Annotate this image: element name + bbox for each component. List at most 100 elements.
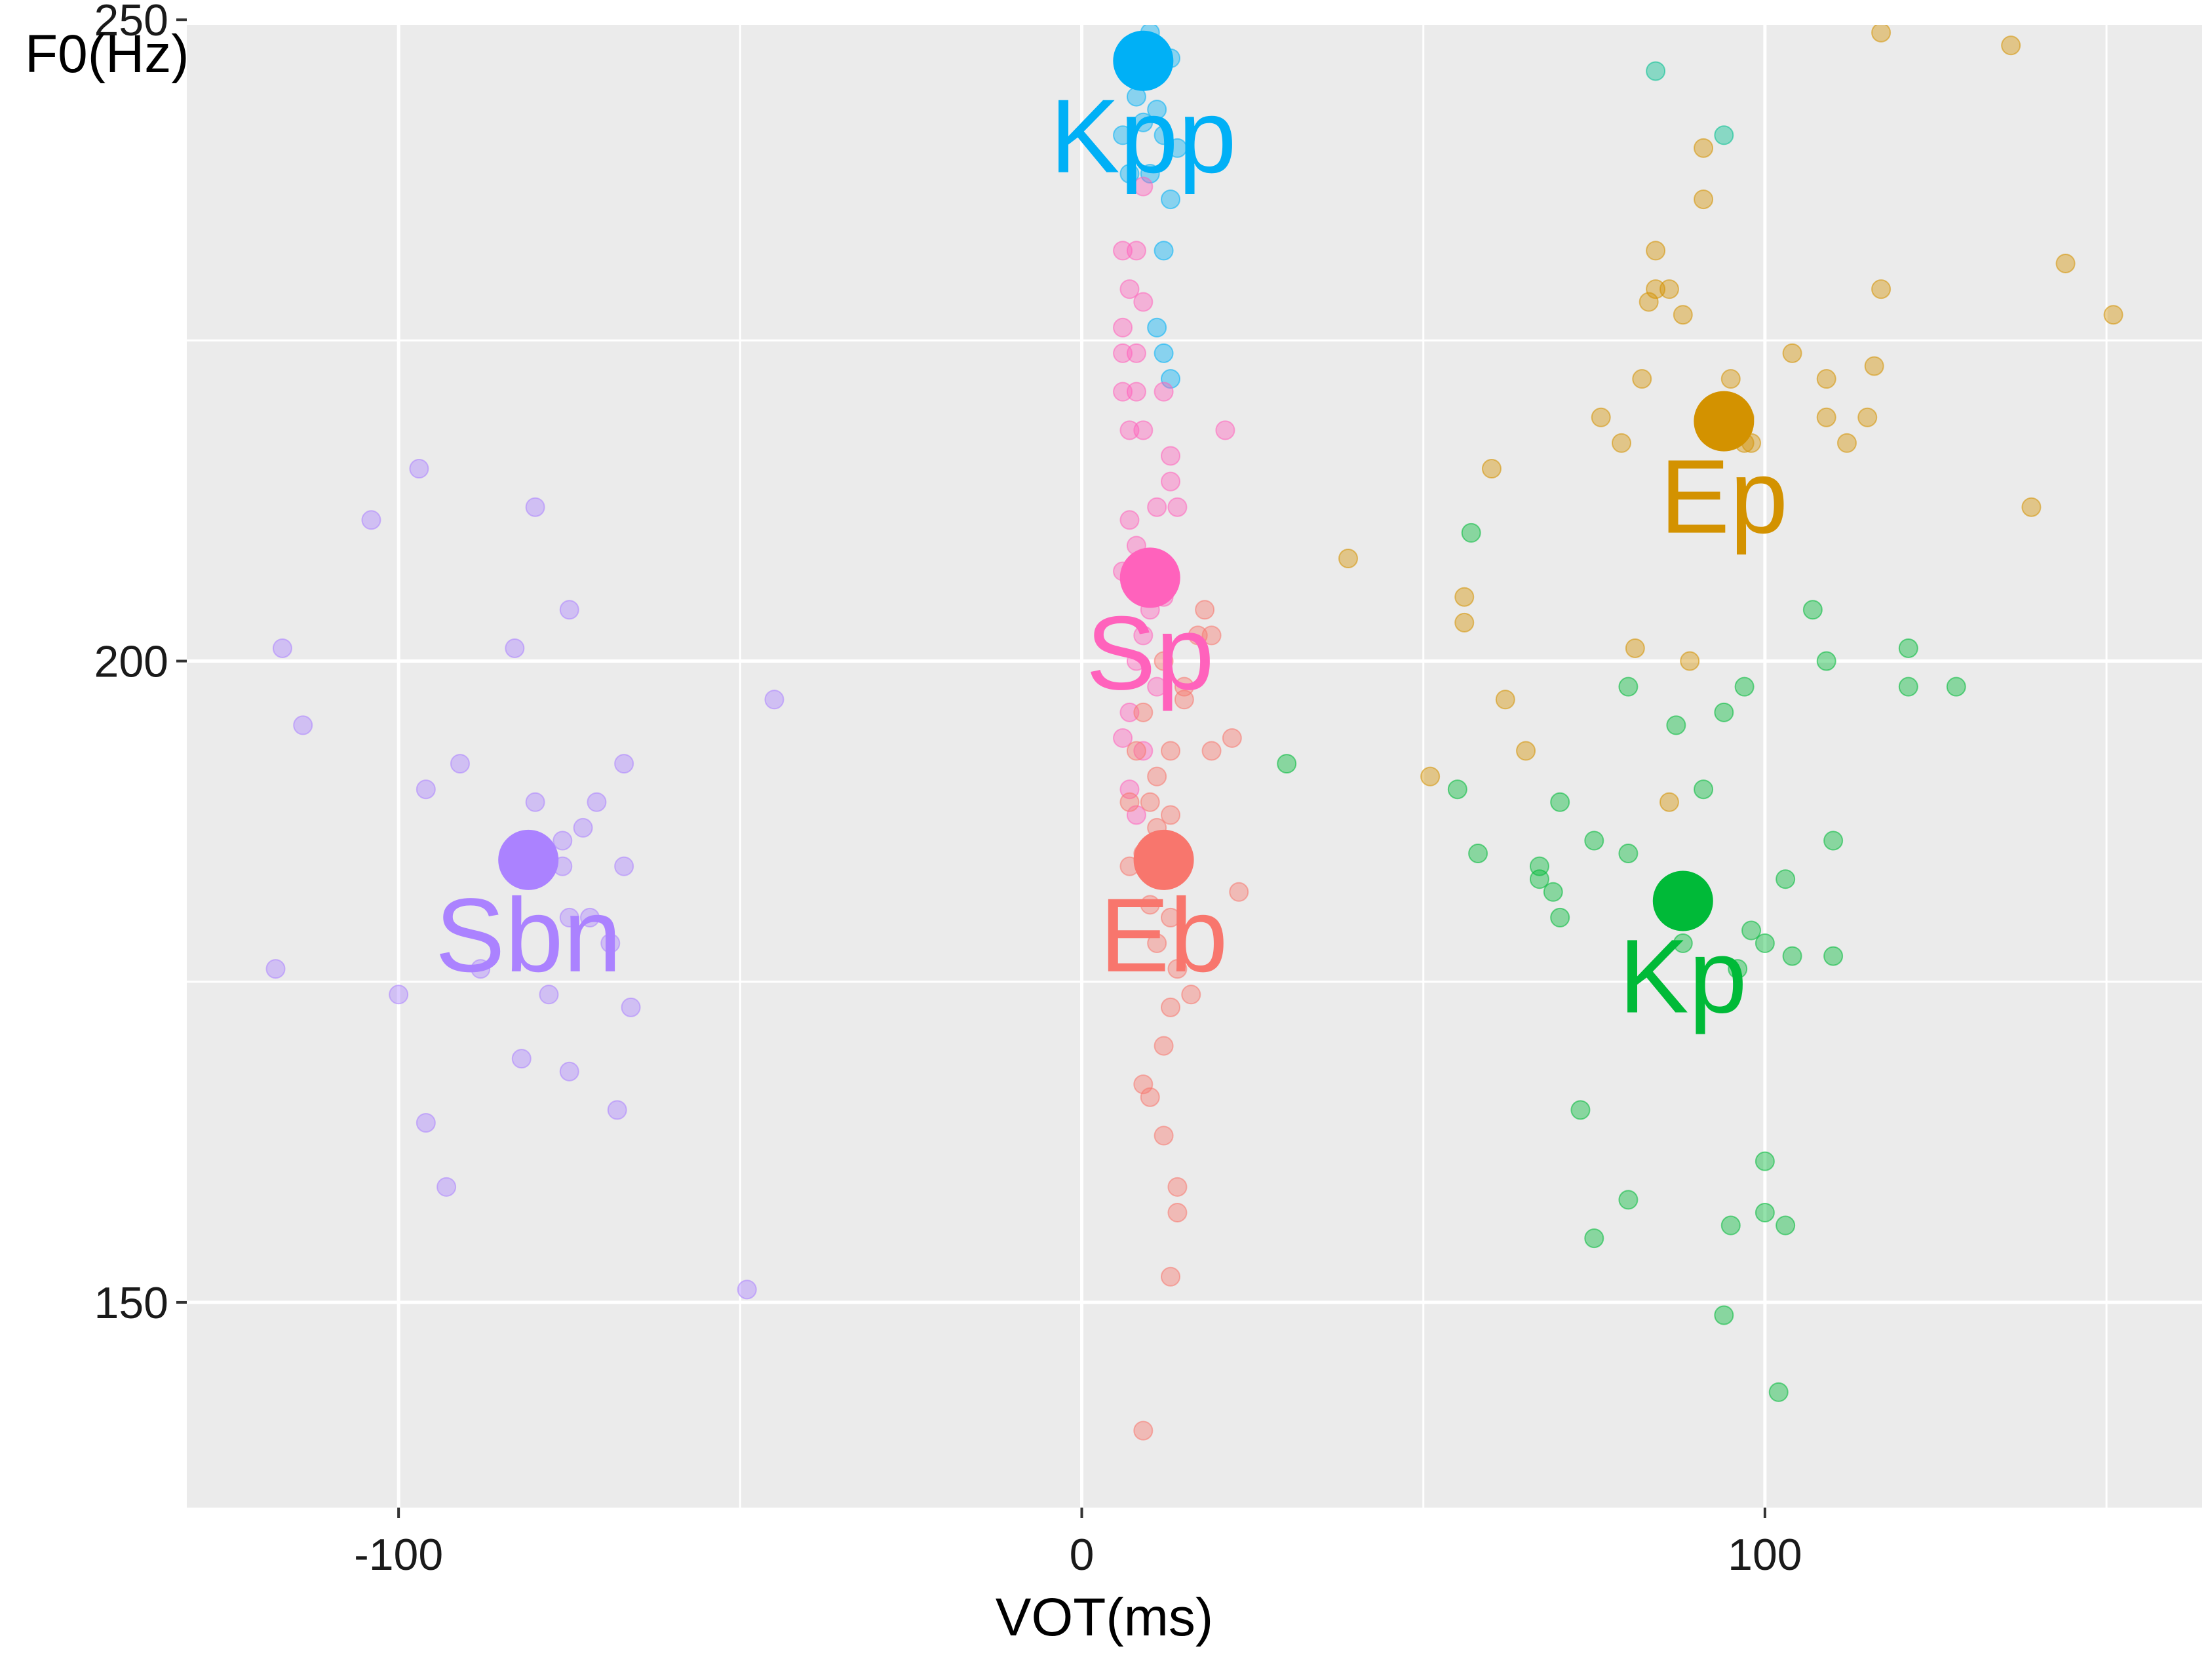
data-point-kpp [1114,0,1132,3]
data-point-kp [1277,754,1297,774]
data-point-ep [1871,279,1892,300]
data-point-sbn [559,1061,579,1082]
data-point-sbn [511,1049,532,1069]
data-point-kpp [1161,189,1181,210]
data-point-sbn [553,830,573,851]
data-point-sp [1113,343,1133,363]
data-point-sp [1161,446,1181,466]
data-point-kph [1714,125,1734,146]
cluster-label-sbn: Sbn [435,876,622,994]
data-point-sp [1133,625,1154,646]
data-point-ep [1694,138,1714,158]
data-point-sp [1126,805,1146,825]
data-point-kph [1646,61,1666,81]
data-point-sbn [416,1112,436,1133]
data-point-sp [1126,343,1146,363]
data-point-sbn [737,1279,757,1300]
data-point-kp [1461,522,1481,543]
data-point-sbn [580,907,600,927]
data-point-sp [1126,651,1146,671]
data-point-kp [1570,1100,1591,1120]
data-point-sbn [621,997,641,1017]
data-point-kp [1618,676,1639,697]
data-point-eb [1126,741,1146,761]
data-point-kp [1543,882,1563,902]
data-point-ep [1481,459,1502,479]
cluster-label-kp: Kp [1619,917,1747,1034]
data-point-eb [1181,985,1201,1005]
data-point-sbn [265,959,286,979]
data-point-kp [1673,933,1693,954]
data-point-sp [1119,702,1140,722]
data-point-sbn [293,715,313,735]
data-point-ep [1454,612,1475,633]
data-point-sbn [389,985,409,1005]
data-point-eb [1161,997,1181,1017]
data-point-kp [1468,844,1488,864]
data-point-kp [1768,1382,1789,1402]
data-point-sbn [525,792,545,812]
data-point-sp [1113,381,1133,402]
data-point-sp [1126,381,1146,402]
data-point-ep [1625,638,1645,658]
data-point-kpp [1154,343,1174,363]
data-point-sp [1113,241,1133,261]
data-point-ep [1639,292,1659,312]
data-point-kp [1946,676,1966,697]
data-point-ep [1816,407,1836,427]
data-point-sbn [450,754,470,774]
data-point-eb [1229,882,1249,902]
data-point-sbn [600,933,621,954]
data-point-sp [1161,471,1181,492]
data-point-kp [1550,792,1570,812]
data-point-kpp [1133,112,1154,132]
x-tick-label: -100 [354,1530,443,1580]
data-point-sp [1154,381,1174,402]
y-tick-label: 150 [94,1278,168,1328]
data-point-kp [1728,959,1748,979]
data-point-ep [1782,343,1802,363]
data-point-kp [1714,702,1734,722]
minor-gridlines [187,25,2202,1508]
data-point-sp [1167,497,1188,517]
data-point-kp [1734,676,1755,697]
data-point-sbn [573,817,593,838]
data-point-ep [1659,279,1679,300]
data-point-sbn [471,959,491,979]
data-point-sbn [525,497,545,517]
data-point-kpp [1119,163,1140,184]
data-point-kp [1550,907,1570,927]
data-point-eb [1154,651,1174,671]
data-point-eb [1222,728,1242,748]
data-point-eb [1161,1266,1181,1287]
x-axis-title: VOT(ms) [996,1588,1213,1647]
data-point-sbn [764,690,785,710]
mean-point-sbn [498,829,559,890]
data-points [265,0,2124,1441]
data-point-sp [1119,510,1140,530]
plot-panel [187,25,2202,1508]
data-point-sbn [559,600,579,620]
data-point-eb [1119,792,1140,812]
data-point-kpp [1140,163,1160,184]
data-point-ep [1646,279,1666,300]
data-point-ep [1591,407,1611,427]
data-point-sp [1133,741,1154,761]
x-tick-label: 100 [1728,1530,1802,1580]
data-point-sp [1119,279,1140,300]
data-point-ep [1871,25,1892,43]
data-point-eb [1147,766,1167,787]
data-point-eb [1133,702,1154,722]
data-point-kpp [1161,369,1181,389]
cluster-means [498,30,1755,931]
mean-point-eb [1133,829,1194,890]
data-point-eb [1154,1125,1174,1146]
data-point-ep [1454,587,1475,607]
data-point-eb [1133,1074,1154,1095]
cluster-label-sp: Sp [1086,594,1214,711]
data-point-eb [1140,1087,1160,1107]
data-point-kpp [1147,317,1167,338]
data-point-eb [1167,1202,1188,1222]
data-point-ep [1516,741,1536,761]
data-point-kp [1802,600,1823,620]
